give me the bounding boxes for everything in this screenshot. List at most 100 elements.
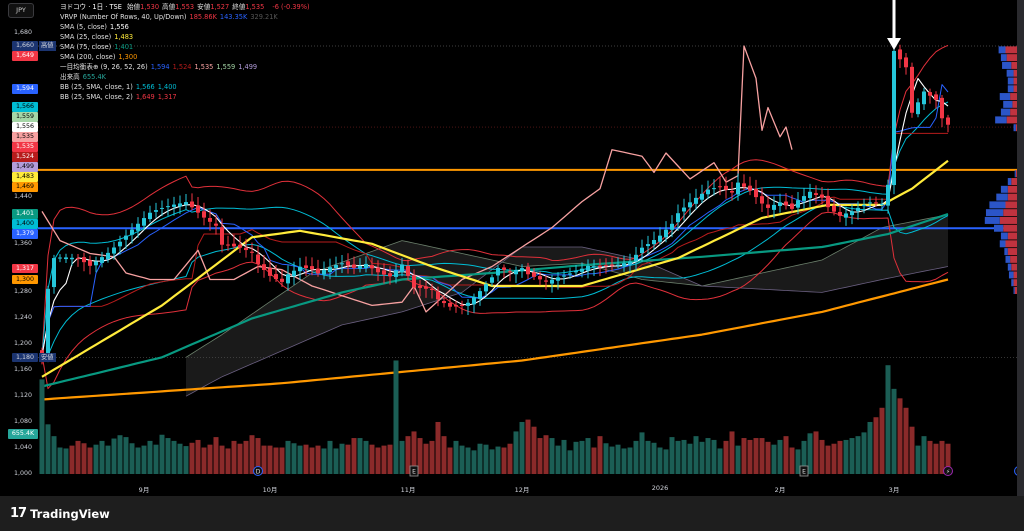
legend-symbol[interactable]: ヨドコウ · 1日 · TSE [60,3,122,11]
right-scrollbar[interactable] [1017,0,1024,496]
candle-body [748,185,752,191]
price-tag: 1,300 [12,274,38,285]
chart-area[interactable]: D E E ⚡ JPY 1,660 高値 1,649 1,594 1,566 1,559 1,55… [0,0,1024,496]
volume-bar [879,407,885,474]
candle-body [316,268,320,274]
vrvp-down-bar [1005,201,1017,209]
ohlc-value: 1,553 [175,3,195,11]
candle-body [796,200,800,208]
volume-bar [705,438,711,474]
volume-bar [813,431,819,474]
price-chart[interactable]: D E E ⚡ [0,0,1024,496]
candle-body [346,261,350,266]
candle-body [442,301,446,304]
volume-bar [423,443,429,474]
legend-indicator-row[interactable]: SMA (5, close) 1,556 [60,22,313,32]
volume-bar [237,443,243,474]
legend-indicator-row[interactable]: 出来高 655.4K [60,72,313,82]
candle-body [490,277,494,283]
candle-body [592,266,596,268]
candle-body [526,266,530,275]
volume-bar [171,440,177,474]
candle-body [166,206,170,208]
volume-bar [327,440,333,474]
candle-body [760,196,764,204]
volume-bar [909,426,915,474]
date-label: 9月 [138,486,150,494]
volume-bar [753,438,759,474]
volume-bar [741,438,747,474]
candle-body [100,257,104,263]
legend-indicators: VRVP (Number Of Rows, 40, Up/Down) 185.86… [60,12,313,102]
candle-body [862,204,866,207]
candle-body [388,273,392,277]
vrvp-down-bar [1010,93,1017,101]
volume-bar [579,440,585,474]
candle-body [544,280,548,282]
volume-bar [279,447,285,474]
legend-indicator-row[interactable]: BB (25, SMA, close, 2) 1,649 1,317 [60,92,313,102]
price-tick: 1,440 [14,193,33,201]
candle-body [652,240,656,245]
vrvp-down-bar [1015,124,1017,132]
legend-indicator-row[interactable]: 一目均衡表⊕ (9, 26, 52, 26) 1,594 1,524 1,535 1,5… [60,62,313,72]
vrvp-down-bar [1013,77,1017,85]
volume-bar [429,440,435,474]
candle-body [196,205,200,213]
candle-body [850,211,854,216]
volume-bar [369,444,375,474]
candle-body [52,258,56,288]
vrvp-up-bar [1007,178,1012,186]
vrvp-down-bar [1007,232,1017,240]
candle-body [904,57,908,68]
volume-bar [405,436,411,474]
price-tag: 1,535 [12,142,38,152]
volume-bar [921,436,927,474]
volume-bar [555,445,561,474]
candle-body [532,272,536,277]
vrvp-up-bar [1003,100,1013,108]
candle-body [676,213,680,223]
legend-indicator-row[interactable]: SMA (200, close) 1,300 [60,52,313,62]
volume-bar [831,443,837,474]
indicator-value: 1,556 [110,23,129,31]
legend-indicator-row[interactable]: VRVP (Number Of Rows, 40, Up/Down) 185.86… [60,12,313,22]
candle-body [604,265,608,267]
volume-bar [849,438,855,474]
volume-bar [609,446,615,474]
volume-bar [435,421,441,474]
earnings-icon [409,465,419,477]
currency-button[interactable]: JPY [8,3,34,18]
brand-name: TradingView [30,506,110,521]
volume-bar [927,440,933,474]
legend-indicator-row[interactable]: BB (25, SMA, close, 1) 1,566 1,400 [60,82,313,92]
volume-bar [489,449,495,474]
volume-bar [339,443,345,474]
vrvp-down-bar [1006,116,1017,124]
indicator-name: BB (25, SMA, close, 1) [60,83,133,91]
candle-body [766,204,770,208]
volume-bar [201,447,207,474]
candle-body [340,263,344,265]
candle-body [772,204,776,210]
candle-body [430,288,434,291]
candle-body [88,260,92,266]
legend-indicator-row[interactable]: SMA (25, close) 1,483 [60,32,313,42]
candle-body [934,94,938,100]
volume-bar [747,439,753,474]
event-marker: E [799,465,809,477]
volume-bar [939,440,945,474]
indicator-name: BB (25, SMA, close, 2) [60,93,133,101]
ohlc-value: 1,527 [210,3,230,11]
vrvp-down-bar [1010,108,1017,116]
price-tag: 1,400 [12,219,38,229]
vrvp-down-bar [1010,255,1017,263]
volume-bar [39,379,45,474]
volume-bar [351,438,357,474]
indicator-value: 1,401 [114,43,134,51]
event-marker: D [253,466,263,476]
candle-body [670,223,674,230]
legend-indicator-row[interactable]: SMA (75, close) 1,401 [60,42,313,52]
vrvp-up-bar [1000,232,1008,240]
price-tag: 1,566 [12,102,38,112]
